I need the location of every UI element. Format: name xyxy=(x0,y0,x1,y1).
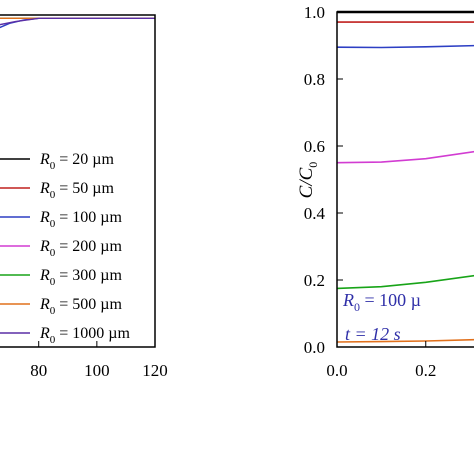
right-y-axis-title: C/C0 xyxy=(296,162,320,199)
legend-label-1: R0 = 20 µm xyxy=(39,151,115,172)
right-series-line-6 xyxy=(336,338,474,343)
left-series-line-7 xyxy=(0,17,155,26)
legend-label-4: R0 = 200 µm xyxy=(39,238,123,259)
legend-label-6: R0 = 500 µm xyxy=(39,296,123,317)
legend-label-2: R0 = 50 µm xyxy=(39,180,115,201)
left-x-tick-label-2: 100 xyxy=(84,361,110,380)
right-y-axis-label: C/C0 xyxy=(296,162,320,199)
right-series-line-3 xyxy=(336,44,474,49)
right-series-line-4 xyxy=(336,150,474,164)
right-x-tick-label-1: 0.0 xyxy=(326,361,347,380)
right-x-ticks: 0.0 0.2 xyxy=(326,341,436,380)
right-y-tick-label-1: 0.0 xyxy=(304,338,325,357)
right-y-tick-label-6: 1.0 xyxy=(304,3,325,22)
right-annotations: R0 = 100 µ t = 12 s xyxy=(342,290,421,344)
left-x-ticks: 80 100 120 xyxy=(30,341,168,380)
left-legend: R0 = 20 µm R0 = 50 µm R0 = 100 µm R0 = 200 … xyxy=(0,151,131,346)
left-plot-frame xyxy=(0,14,156,348)
right-y-tick-label-2: 0.2 xyxy=(304,271,325,290)
left-x-tick-label-3: 120 xyxy=(142,361,168,380)
right-plot-frame xyxy=(336,11,474,348)
left-series-group xyxy=(0,17,155,29)
legend-label-3: R0 = 100 µm xyxy=(39,209,123,230)
right-x-tick-label-2: 0.2 xyxy=(415,361,436,380)
legend-label-7: R0 = 1000 µm xyxy=(39,325,131,346)
annotation-time: t = 12 s xyxy=(345,324,401,344)
right-series-line-5 xyxy=(336,274,474,290)
left-x-tick-label-1: 80 xyxy=(30,361,47,380)
right-y-ticks: 0.0 0.2 0.4 0.6 0.8 1.0 xyxy=(304,3,343,357)
annotation-radius: R0 = 100 µ xyxy=(342,290,421,314)
left-panel: 80 100 120 R0 = 20 µm R0 = 50 µm R0 = 100 µm… xyxy=(0,14,168,380)
right-panel: 0.0 0.2 0.4 0.6 0.8 1.0 0.0 0.2 C/C0 R0 = 100 … xyxy=(296,3,474,380)
legend-label-5: R0 = 300 µm xyxy=(39,267,123,288)
right-y-tick-label-4: 0.6 xyxy=(304,137,325,156)
right-y-tick-label-5: 0.8 xyxy=(304,70,325,89)
right-y-tick-label-3: 0.4 xyxy=(304,204,326,223)
